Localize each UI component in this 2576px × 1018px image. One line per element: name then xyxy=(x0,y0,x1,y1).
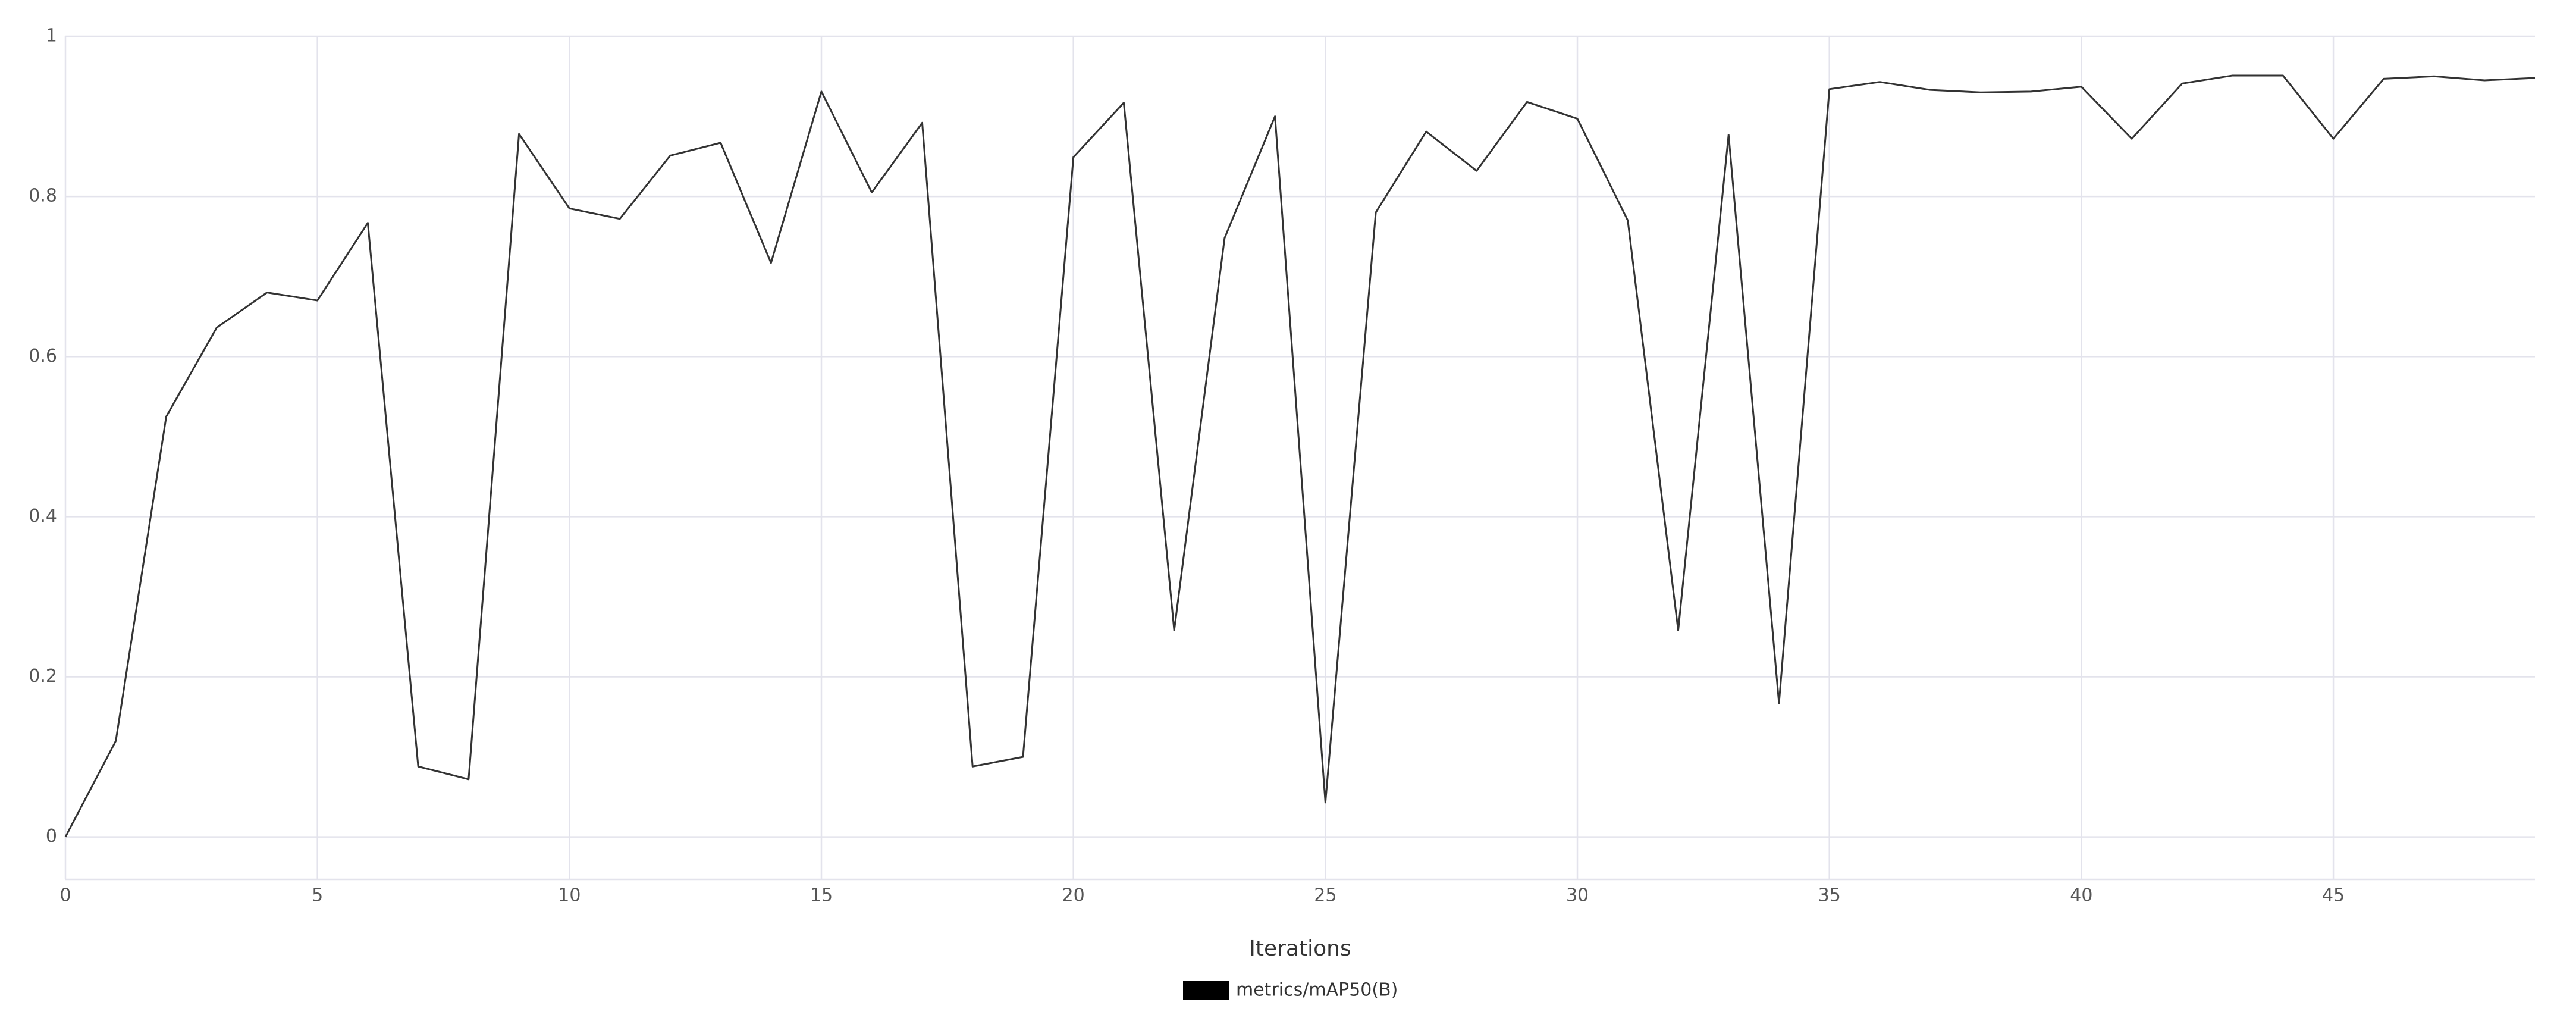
x-tick-label: 45 xyxy=(2322,885,2345,906)
x-tick-label: 40 xyxy=(2070,885,2092,906)
y-tick-label: 1 xyxy=(46,26,57,46)
x-tick-label: 35 xyxy=(1818,885,1841,906)
y-tick-label: 0.6 xyxy=(29,346,57,367)
y-tick-label: 0.2 xyxy=(29,666,57,687)
x-tick-label: 0 xyxy=(59,885,71,906)
legend-swatch xyxy=(1183,981,1229,1000)
legend-label: metrics/mAP50(B) xyxy=(1236,980,1398,1001)
x-axis-label: Iterations xyxy=(1249,936,1351,961)
data-line xyxy=(64,74,2536,838)
x-tick-label: 30 xyxy=(1566,885,1589,906)
y-tick-label: 0 xyxy=(46,826,57,847)
x-tick-label: 25 xyxy=(1314,885,1336,906)
y-tick-label: 0.8 xyxy=(29,186,57,206)
x-tick-label: 5 xyxy=(312,885,323,906)
x-tick-label: 10 xyxy=(558,885,581,906)
x-tick-label: 20 xyxy=(1062,885,1085,906)
y-tick-label: 0.4 xyxy=(29,506,57,527)
x-tick-label: 15 xyxy=(810,885,833,906)
